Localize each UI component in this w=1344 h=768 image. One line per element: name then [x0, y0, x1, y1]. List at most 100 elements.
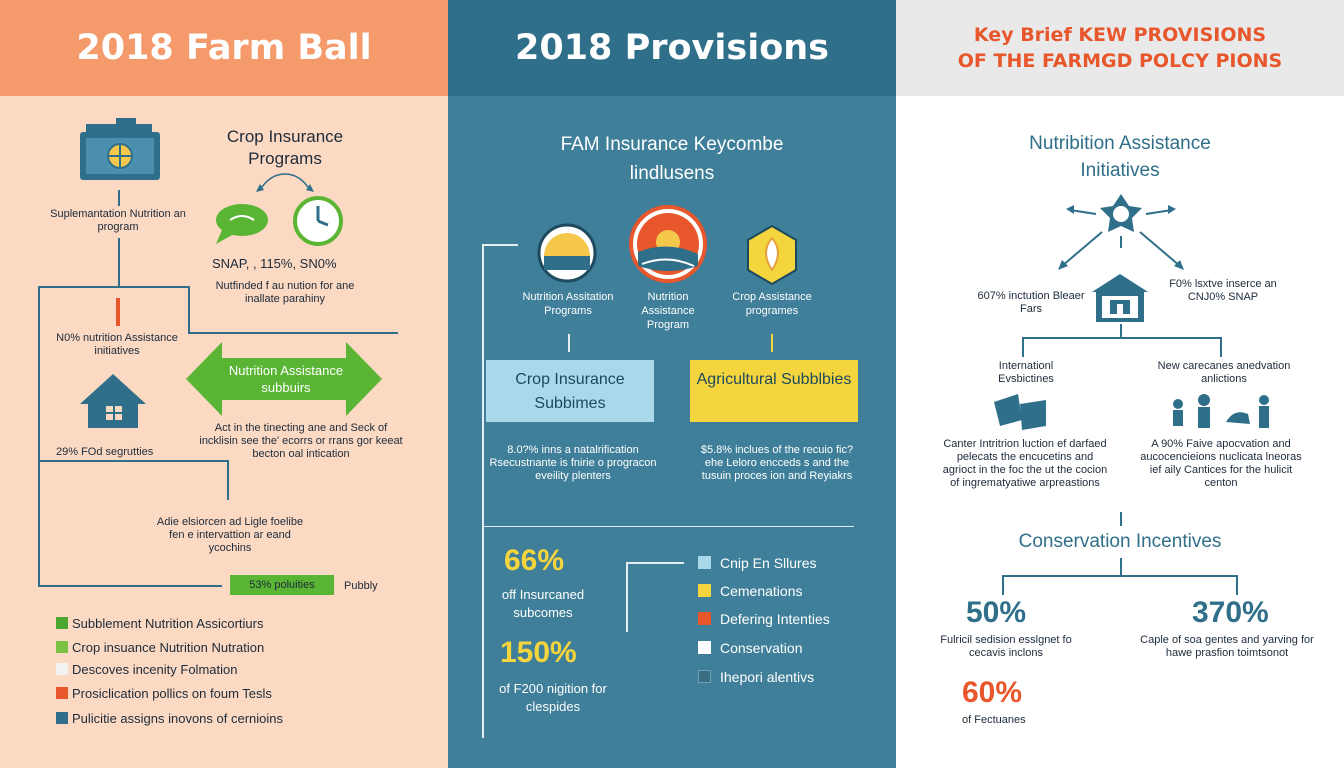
- panel3-title-line1: Key Brief KEW PROVISIONS: [973, 24, 1267, 46]
- connector: [1022, 337, 1222, 339]
- legend-swatch: [56, 687, 68, 699]
- barn-icon: [80, 118, 160, 180]
- box-label: Crop Insurance Subbimes: [515, 371, 625, 412]
- chat-bubble-icon: [216, 204, 268, 244]
- legend-swatch: [56, 663, 68, 675]
- box-label: Agricultural Subblbies: [696, 371, 852, 388]
- connector: [1022, 337, 1024, 357]
- crop-insurance-title: Crop Insurance Programs: [226, 127, 344, 168]
- legend-label: Defering Intenties: [720, 611, 830, 627]
- house-icon: [80, 374, 146, 428]
- connector: [38, 286, 190, 288]
- connector: [227, 460, 229, 500]
- icon-label: Crop Assistance programes: [732, 291, 812, 317]
- segments-text: 29% FOd segrutties: [56, 446, 154, 458]
- adio-text: Adie elsiorcen ad Ligle foelibe fen e in…: [156, 516, 304, 554]
- left-stat: 607% inctution Bleaer Fars: [977, 290, 1085, 315]
- legend-swatch: [56, 617, 68, 629]
- connector: [1220, 337, 1222, 357]
- connector: [771, 334, 773, 352]
- sun-horizon-icon: [537, 223, 597, 283]
- split-arrows: [256, 173, 314, 192]
- new-care-text: New carecanes anedvation anlictions: [1157, 360, 1291, 385]
- stat-50-label: Fulricil sedision esslgnet fo cecavis in…: [940, 634, 1072, 659]
- legend-label: Descoves incenity Folmation: [72, 662, 238, 677]
- connector: [38, 585, 222, 587]
- crop-insurance-box: Crop Insurance Subbimes: [486, 360, 654, 422]
- legend-label: Prosiclication pollics on foum Tesls: [72, 686, 272, 701]
- stat-66-label: off Insurcaned subcomes: [501, 587, 585, 620]
- people-icon: [1173, 394, 1269, 428]
- nutrition-title: Nutribition Assistance Initiatives: [1029, 133, 1211, 181]
- double-arrow-shape: [186, 342, 382, 416]
- panel1-title: 2018 Farm Ball: [76, 28, 372, 68]
- progress-bar: 53% poluities: [230, 575, 334, 595]
- panel1-header: 2018 Farm Ball: [0, 0, 448, 96]
- connector: [40, 460, 228, 462]
- panel2-header: 2018 Provisions: [448, 0, 896, 96]
- nutrition-pct-text: N0% nutrition Assistance initiatives: [56, 332, 178, 357]
- legend-swatch: [698, 556, 711, 569]
- stat-60: 60%: [962, 676, 1023, 709]
- connector: [1002, 575, 1004, 595]
- right-stat: F0% lsxtve inserce an CNJ0% SNAP: [1169, 278, 1277, 303]
- legend-label: Cnip En Sllures: [720, 555, 817, 571]
- discussion-icon: [994, 394, 1046, 430]
- sunset-landscape-icon: [629, 205, 707, 283]
- stat-150: 150%: [500, 636, 577, 669]
- connector: [1120, 324, 1122, 338]
- connector: [568, 334, 570, 352]
- connector: [118, 238, 120, 286]
- hub-arrows: [1058, 194, 1184, 270]
- panel2-subtitle: FAM Insurance Keycombe lindlusens: [560, 134, 784, 184]
- connector: [38, 286, 40, 586]
- action-text: Act in the tinecting ane and Seck of inc…: [199, 422, 403, 460]
- legend-label: Crop insuance Nutrition Nutration: [72, 640, 265, 655]
- legend-label: Subblement Nutrition Assicortiurs: [72, 616, 264, 631]
- connector: [188, 332, 398, 334]
- panel-farm-bill: 2018 Farm Ball Crop Insurance Programs S…: [0, 0, 448, 768]
- clock-icon: [293, 196, 343, 246]
- stat-370-label: Caple of soa gentes and yarving for hawe…: [1140, 634, 1314, 659]
- connector: [188, 286, 190, 334]
- panel3-title-line2: OF THE FARMGD POLCY PIONS: [957, 50, 1283, 72]
- connector: [482, 244, 484, 738]
- pubbly-text: Pubbly: [344, 580, 378, 592]
- connector: [1002, 575, 1238, 577]
- connector: [482, 244, 518, 246]
- intl-text: Internationl Evsbictines: [998, 360, 1054, 385]
- supplemental-text: Suplemantation Nutrition an program: [50, 208, 186, 233]
- funded-text: Nutfinded f au nution for ane inallate p…: [215, 280, 355, 305]
- stat-370: 370%: [1192, 596, 1269, 629]
- panel3-header: Key Brief KEW PROVISIONS OF THE FARMGD P…: [896, 0, 1344, 96]
- legend-label: Cemenations: [720, 583, 803, 599]
- stat-60-label: of Fectuanes: [962, 714, 1026, 726]
- legend-label: Pulicitie assigns inovons of cernioins: [72, 711, 283, 726]
- connector: [1236, 575, 1238, 595]
- right-text: A 90% Faive apocvation and aucocencieion…: [1140, 438, 1302, 489]
- panel-key-brief: Key Brief KEW PROVISIONS OF THE FARMGD P…: [896, 0, 1344, 768]
- panel2-title: 2018 Provisions: [515, 28, 829, 68]
- counter-text: Canter Intritrion luction ef darfaed pel…: [942, 438, 1108, 489]
- stat-50: 50%: [966, 596, 1027, 629]
- legend-label: Conservation: [720, 640, 803, 656]
- legend-swatch: [56, 712, 68, 724]
- icon-label: Nutrition Assitation Programs: [522, 291, 614, 317]
- legend-label: Ihepori alentivs: [720, 669, 815, 685]
- connector: [1120, 512, 1122, 526]
- stat-66: 66%: [504, 544, 565, 577]
- connector: [626, 562, 628, 632]
- leaf-hexagon-icon: [747, 224, 797, 286]
- panel-provisions: 2018 Provisions FAM Insurance Keycombe l…: [448, 0, 896, 768]
- box2-text: $5.8% inclues of the recuio fic? ehe Lel…: [700, 444, 854, 482]
- connector: [626, 562, 684, 564]
- connector: [118, 190, 120, 206]
- stat-150-label: of F200 nigition for clespides: [499, 681, 607, 714]
- agricultural-box: Agricultural Subblbies: [690, 360, 858, 422]
- connector: [1120, 558, 1122, 576]
- arrow-label: Nutrition Assistance subbuirs: [228, 363, 344, 395]
- snap-stats: SNAP, , 115%, SN0%: [212, 256, 337, 271]
- conservation-title: Conservation Incentives: [1018, 531, 1222, 552]
- legend-swatch: [698, 670, 711, 683]
- icon-label: Nutrition Assistance Program: [641, 291, 695, 331]
